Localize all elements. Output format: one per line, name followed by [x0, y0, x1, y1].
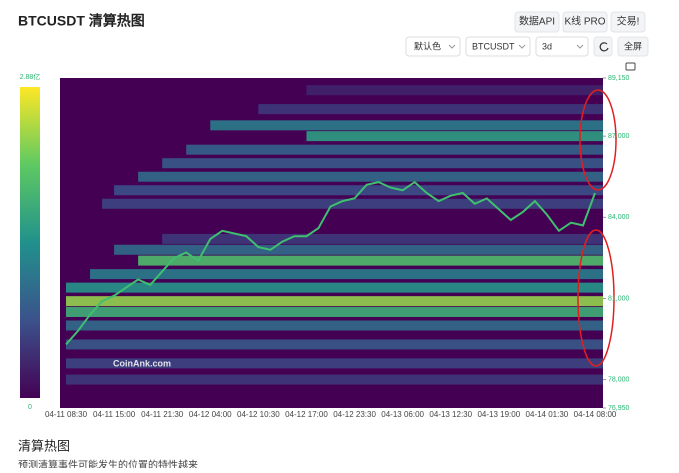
y-tick-label: 87,000	[608, 133, 630, 140]
heat-band	[306, 131, 603, 142]
heat-band	[162, 233, 603, 244]
api-button[interactable]	[514, 11, 560, 33]
symbol-select[interactable]	[465, 36, 531, 57]
x-tick-label: 04-13 06:00	[381, 410, 424, 419]
footer-title: 清算热图	[18, 438, 70, 453]
heat-band	[186, 144, 603, 155]
top-buttons: 数据API K线 PRO 交易!	[514, 11, 646, 33]
x-tick-label: 04-11 08:30	[45, 410, 88, 419]
y-tick-label: 89,150	[608, 75, 630, 82]
refresh-button[interactable]	[593, 36, 613, 57]
heat-band	[66, 282, 603, 293]
chevron	[448, 44, 456, 49]
button-label: K线 PRO	[564, 15, 605, 28]
trade-button[interactable]	[610, 11, 646, 33]
watermark: CoinAnk.com	[113, 358, 171, 368]
button-label: 全屏	[624, 40, 642, 51]
annotation-ellipse	[577, 229, 615, 367]
heat-band	[162, 158, 603, 169]
annotation-ellipse	[579, 89, 617, 191]
y-tick-label: 81,000	[608, 295, 630, 302]
color-select[interactable]	[405, 36, 461, 57]
x-tick-label: 04-12 17:00	[285, 410, 328, 419]
heat-band	[138, 255, 604, 266]
colorbar	[20, 87, 40, 398]
heat-band	[114, 185, 603, 196]
refresh-icon	[599, 42, 609, 52]
price-line	[65, 180, 596, 346]
camera-icon[interactable]	[625, 62, 636, 71]
x-tick-label: 04-14 01:30	[526, 410, 569, 419]
kline-button[interactable]	[562, 11, 608, 33]
colorbar-max: 2.88亿	[20, 72, 41, 81]
heat-band	[138, 171, 604, 182]
heat-band	[66, 374, 603, 385]
colorbar-min: 0	[28, 404, 32, 411]
x-tick-label: 04-14 08:00	[574, 410, 617, 419]
plot	[65, 85, 604, 385]
heat-band	[66, 320, 603, 331]
x-tick-label: 04-11 21:30	[141, 410, 184, 419]
select-label: 默认色	[414, 40, 441, 51]
heat-band	[258, 104, 603, 115]
button-label: 数据API	[519, 15, 555, 28]
x-tick-label: 04-11 15:00	[93, 410, 136, 419]
heat-band	[66, 339, 603, 350]
footer-text: 预测清算事件可能发生的位置的特性越来	[18, 459, 198, 468]
x-tick-label: 04-12 04:00	[189, 410, 232, 419]
chevron	[518, 44, 526, 49]
x-tick-label: 04-12 23:30	[333, 410, 376, 419]
y-tick-label: 84,000	[608, 214, 630, 221]
fullscreen-button[interactable]	[617, 36, 649, 57]
button-label: 交易!	[617, 15, 640, 28]
heat-band	[66, 306, 603, 317]
page-title: BTCUSDT 清算热图	[18, 13, 145, 29]
controls: 默认色 BTCUSDT 3d 全屏	[405, 36, 649, 71]
x-tick-label: 04-12 10:30	[237, 410, 280, 419]
select-label: 3d	[542, 41, 552, 51]
heat-band	[90, 269, 603, 280]
heat-band	[66, 358, 603, 369]
y-tick-label: 78,000	[608, 376, 630, 383]
heat-band	[114, 244, 603, 255]
range-select[interactable]	[535, 36, 589, 57]
heat-band	[66, 296, 603, 307]
heat-band	[306, 85, 603, 96]
chevron	[576, 44, 584, 49]
select-label: BTCUSDT	[472, 41, 515, 51]
heat-band	[102, 198, 604, 209]
x-tick-label: 04-13 12:30	[429, 410, 472, 419]
heat-band	[210, 120, 604, 131]
x-tick-label: 04-13 19:00	[477, 410, 520, 419]
y-tick-label: 76,950	[608, 405, 630, 412]
